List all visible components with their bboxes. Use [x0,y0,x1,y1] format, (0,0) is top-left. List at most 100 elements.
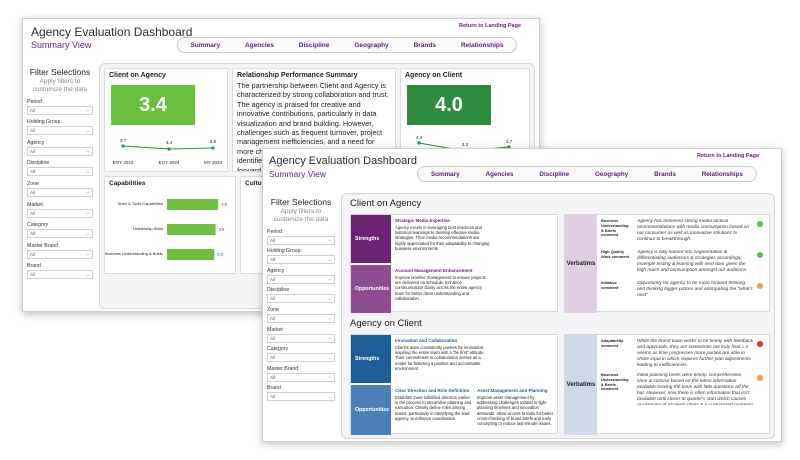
filter-dropdown[interactable]: All ⌄ [267,353,335,363]
filter-dropdown[interactable]: All ⌄ [267,392,335,402]
nav-brands[interactable]: Brands [654,170,676,178]
filter-group: Holding Group All ⌄ [27,119,93,136]
filter-group: Discipline All ⌄ [267,287,335,304]
filter-dropdown[interactable]: All ⌄ [27,105,93,115]
strengths-label: Strengths [351,335,391,383]
filter-label: Master Brand [27,242,59,249]
verbatims-block: Verbatims Business Understanding & Brief… [564,214,770,313]
filter-dropdown[interactable]: All ⌄ [267,274,335,284]
filter-group: Master Brand All ⌄ [27,243,93,259]
section-title-client-on-agency: Client on Agency [350,198,422,209]
filter-value: All [30,128,36,134]
chevron-down-icon: ⌄ [328,374,332,380]
capability-bar [167,199,219,210]
filter-dropdown[interactable]: All ⌄ [27,187,93,197]
section-title-agency-on-client: Agency on Client [350,318,422,329]
capability-bar [167,224,216,235]
chevron-down-icon: ⌄ [328,393,332,399]
filter-value: All [30,148,36,154]
return-to-landing-link[interactable]: Return to Landing Page [459,23,522,29]
page-title: Agency Evaluation Dashboard [269,155,417,167]
score-box: 4.0 [407,85,491,125]
opportunity-text: Improve asset management by addressing c… [477,395,554,427]
chevron-down-icon: ⌄ [86,210,90,216]
filter-dropdown[interactable]: All ⌄ [267,235,335,245]
filter-value: All [30,169,36,175]
filter-value: All [270,257,276,263]
card-title: Capabilities [109,180,146,187]
capability-label: Leadership Skills [133,226,163,231]
nav-relationships[interactable]: Relationships [701,170,744,178]
opportunity-text: Improve timeline management to ensure pr… [395,275,486,301]
filter-dropdown[interactable]: All ⌄ [267,294,335,304]
opportunity-heading: Account Management Enhancement [395,268,473,273]
filter-dropdown[interactable]: All ⌄ [27,126,93,136]
filter-group: Zone All ⌄ [27,181,93,197]
filter-label: Market [267,326,283,333]
filter-dropdown[interactable]: All ⌄ [27,167,93,177]
dashboard-screen-summary-detail: Agency Evaluation Dashboard Summary View… [262,148,782,442]
trend-value: 3.7 [120,138,127,143]
filter-value: All [270,237,276,243]
sentiment-dot-icon [757,283,763,289]
filter-title: Filter Selections [270,197,332,207]
filter-dropdown[interactable]: All ⌄ [27,249,93,259]
trend-line [168,147,214,150]
return-to-landing-link[interactable]: Return to Landing Page [697,153,760,159]
chevron-down-icon: ⌄ [328,315,332,321]
trend-value: 3.3 [462,142,469,147]
trend-period-label: EOY 2023 [113,160,134,165]
filter-group: Zone All ⌄ [267,307,335,323]
verbatim-text: While the brand team works to be timely … [637,339,753,368]
capability-label: Business Understanding & Briefs [105,251,163,256]
nav-relationships[interactable]: Relationships [460,41,504,49]
filter-group: Brand All ⌄ [267,385,335,402]
sentiment-dot-icon [757,375,763,381]
nav-summary[interactable]: Summary [190,41,221,49]
capabilities-card: Capabilities Team & Tools Capabilities 3.… [104,176,236,274]
filter-group: Market All ⌄ [27,202,93,218]
filter-dropdown[interactable]: All ⌄ [27,208,93,218]
trend-point [507,145,511,149]
nav-geography[interactable]: Geography [354,41,389,49]
filter-value: All [30,210,36,216]
nav-discipline[interactable]: Discipline [539,170,570,178]
filter-dropdown[interactable]: All ⌄ [267,333,335,343]
filter-dropdown[interactable]: All ⌄ [267,313,335,323]
capability-value: 3.6 [219,227,225,232]
nav-agencies[interactable]: Agencies [485,170,514,178]
filter-dropdown[interactable]: All ⌄ [27,270,93,280]
filter-label: Holding Group [267,248,301,255]
filter-label: Period [267,228,282,235]
sentiment-dot-icon [757,221,763,227]
filter-dropdown[interactable]: All ⌄ [27,146,93,156]
strength-text: Client's team consistently pushes for in… [395,345,485,371]
chevron-down-icon: ⌄ [328,335,332,341]
nav-brands[interactable]: Brands [413,41,436,49]
filter-label: Holding Group [27,119,61,126]
trend-value: 3.4 [166,140,173,145]
filter-label: Discipline [267,287,290,294]
chevron-down-icon: ⌄ [86,127,90,133]
nav-geography[interactable]: Geography [595,170,629,178]
trend-period-label: MY 2024 [204,160,222,165]
strengths-opportunities-block: Strengths Innovation and Collaboration C… [350,334,558,435]
filter-dropdown[interactable]: All ⌄ [267,372,335,382]
filter-label: Discipline [27,160,50,167]
filter-group: Discipline All ⌄ [27,160,93,177]
opportunities-label: Opportunities [351,385,391,435]
filter-group: Category All ⌄ [267,346,335,363]
filter-label: Zone [267,306,279,313]
chevron-down-icon: ⌄ [86,251,90,257]
filter-group: Agency All ⌄ [27,140,93,156]
sentiment-dot-icon [757,252,763,258]
nav-agencies[interactable]: Agencies [244,41,274,49]
verbatim-key: Initiative comment [601,280,619,290]
nav-summary[interactable]: Summary [430,170,460,178]
filter-dropdown[interactable]: All ⌄ [267,255,335,265]
strength-text: Agency excels in leveraging best practic… [395,225,490,251]
nav-discipline[interactable]: Discipline [298,41,330,49]
filter-dropdown[interactable]: All ⌄ [27,229,93,239]
filter-value: All [30,231,36,237]
verbatim-key: Business Understanding & Briefs comment [601,372,629,392]
